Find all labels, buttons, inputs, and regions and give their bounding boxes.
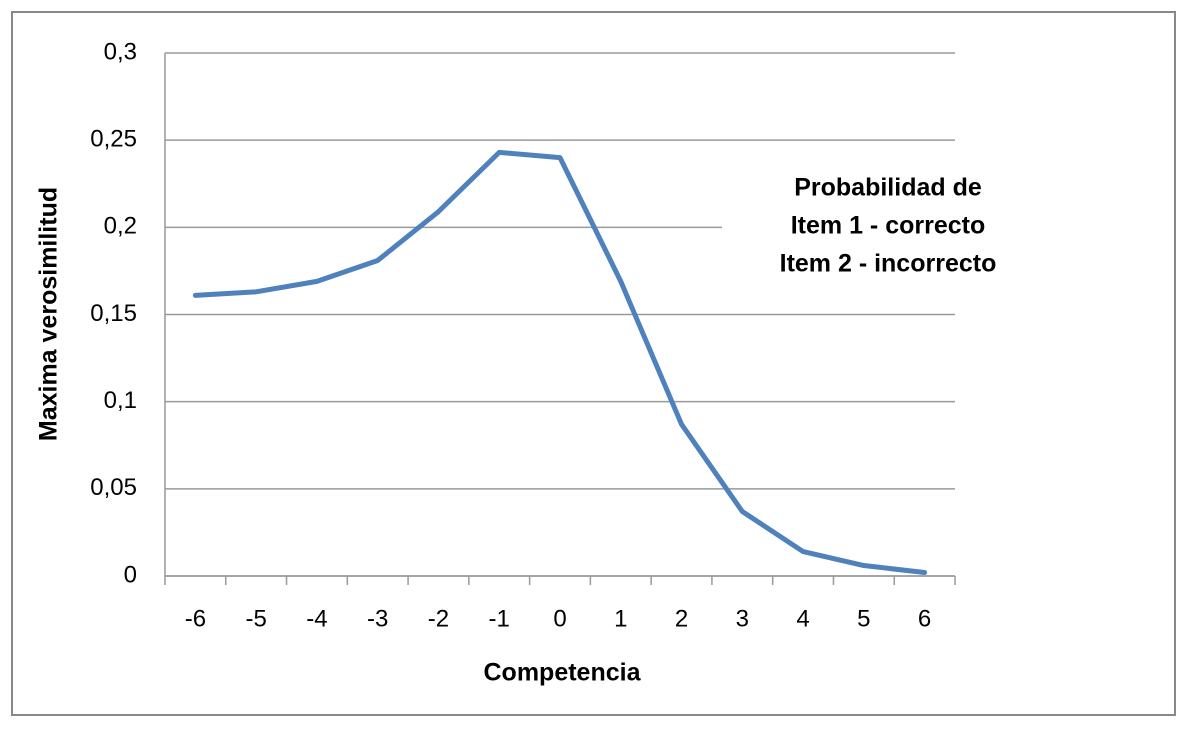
x-tick-label: 0 xyxy=(553,605,566,632)
chart-frame xyxy=(11,11,1176,716)
y-tick-label: 0,1 xyxy=(104,387,137,414)
x-tick-label: -4 xyxy=(306,605,327,632)
x-tick-label: -2 xyxy=(428,605,449,632)
y-tick-label: 0,05 xyxy=(90,474,137,501)
x-tick-label: -5 xyxy=(245,605,266,632)
y-tick-label: 0 xyxy=(124,561,137,588)
x-axis-title: Competencia xyxy=(484,659,642,687)
x-tick-label: -3 xyxy=(367,605,388,632)
x-tick-label: -6 xyxy=(185,605,206,632)
x-tick-label: 6 xyxy=(918,605,931,632)
y-tick-label: 0,15 xyxy=(90,300,137,327)
y-tick-label: 0,3 xyxy=(104,38,137,65)
annotation: Item 1 - correcto xyxy=(791,212,986,240)
x-tick-label: 5 xyxy=(857,605,870,632)
x-tick-label: 1 xyxy=(614,605,627,632)
y-tick-label: 0,2 xyxy=(104,213,137,240)
data-line xyxy=(192,149,928,576)
y-tick-label: 0,25 xyxy=(90,126,137,153)
x-tick-label: 3 xyxy=(736,605,749,632)
y-axis-title: Maxima verosimilitud xyxy=(35,187,63,441)
annotation-background xyxy=(722,168,972,288)
x-tick-label: -1 xyxy=(489,605,510,632)
x-tick-label: 2 xyxy=(675,605,688,632)
x-tick-label: 4 xyxy=(796,605,809,632)
annotation: Item 2 - incorrecto xyxy=(780,250,997,278)
annotation: Probabilidad de xyxy=(794,174,982,202)
